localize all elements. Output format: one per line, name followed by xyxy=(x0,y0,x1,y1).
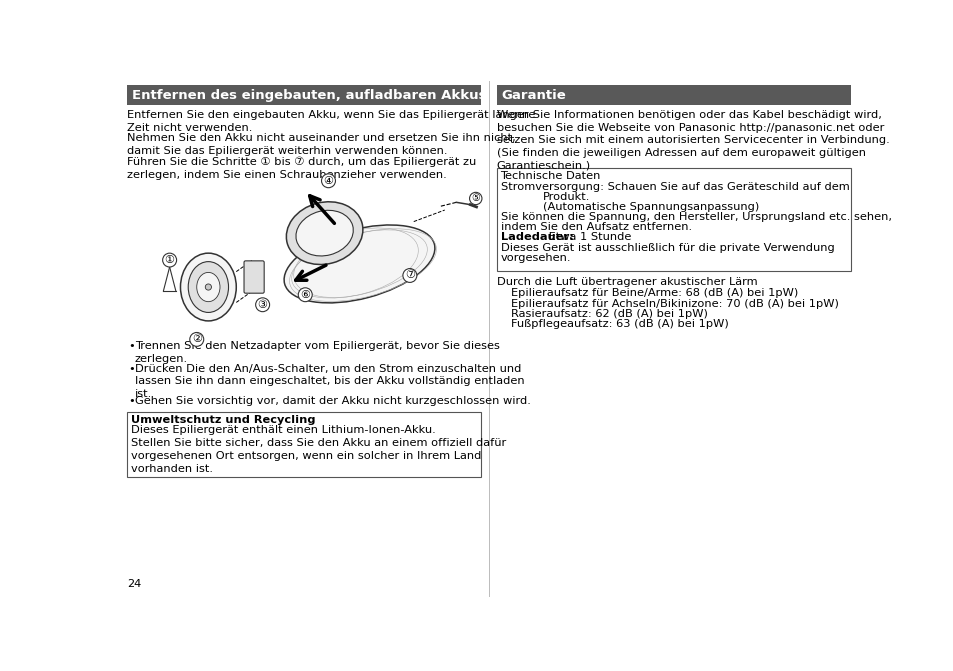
Text: Führen Sie die Schritte ① bis ⑦ durch, um das Epiliergerät zu
zerlegen, indem Si: Führen Sie die Schritte ① bis ⑦ durch, u… xyxy=(127,156,476,180)
Text: Epilieraufsatz für Achseln/Bikinizone: 70 (dB (A) bei 1pW): Epilieraufsatz für Achseln/Bikinizone: 7… xyxy=(510,299,838,309)
FancyBboxPatch shape xyxy=(497,85,850,105)
FancyBboxPatch shape xyxy=(127,412,480,476)
Text: Entfernen Sie den eingebauten Akku, wenn Sie das Epiliergerät längere
Zeit nicht: Entfernen Sie den eingebauten Akku, wenn… xyxy=(127,110,535,133)
Circle shape xyxy=(469,193,481,205)
Text: Epilieraufsatz für Beine/Arme: 68 (dB (A) bei 1pW): Epilieraufsatz für Beine/Arme: 68 (dB (A… xyxy=(510,289,797,299)
Text: •: • xyxy=(129,364,135,374)
Text: Dieses Gerät ist ausschließlich für die private Verwendung: Dieses Gerät ist ausschließlich für die … xyxy=(500,242,834,252)
Text: ①: ① xyxy=(165,255,174,265)
Text: ②: ② xyxy=(192,334,201,344)
Text: ④: ④ xyxy=(323,176,334,186)
Text: vorgesehen.: vorgesehen. xyxy=(500,253,571,262)
Circle shape xyxy=(298,288,312,302)
Text: Umweltschutz und Recycling: Umweltschutz und Recycling xyxy=(131,415,315,425)
Text: Ladedauer:: Ladedauer: xyxy=(500,232,573,242)
Text: •: • xyxy=(129,397,135,407)
Text: indem Sie den Aufsatz entfernen.: indem Sie den Aufsatz entfernen. xyxy=(500,222,691,232)
FancyBboxPatch shape xyxy=(127,85,480,105)
Ellipse shape xyxy=(284,225,435,303)
Text: Rasieraufsatz: 62 (dB (A) bei 1pW): Rasieraufsatz: 62 (dB (A) bei 1pW) xyxy=(510,309,707,319)
Ellipse shape xyxy=(180,253,236,321)
Circle shape xyxy=(162,253,176,267)
Text: Fußpflegeaufsatz: 63 (dB (A) bei 1pW): Fußpflegeaufsatz: 63 (dB (A) bei 1pW) xyxy=(510,319,727,329)
Ellipse shape xyxy=(286,202,362,264)
Circle shape xyxy=(321,174,335,188)
Text: Sie können die Spannung, den Hersteller, Ursprungsland etc. sehen,: Sie können die Spannung, den Hersteller,… xyxy=(500,212,891,222)
Circle shape xyxy=(402,268,416,282)
FancyBboxPatch shape xyxy=(244,261,264,293)
Circle shape xyxy=(190,332,204,346)
Text: ③: ③ xyxy=(257,300,268,310)
Text: (Automatische Spannungsanpassung): (Automatische Spannungsanpassung) xyxy=(542,202,759,212)
Text: Entfernen des eingebauten, aufladbaren Akkus: Entfernen des eingebauten, aufladbaren A… xyxy=(132,89,486,101)
Text: Durch die Luft übertragener akustischer Lärm: Durch die Luft übertragener akustischer … xyxy=(497,276,757,287)
Text: Dieses Epiliergerät enthält einen Lithium-Ionen-Akku.
Stellen Sie bitte sicher, : Dieses Epiliergerät enthält einen Lithiu… xyxy=(131,425,506,474)
Text: Nehmen Sie den Akku nicht auseinander und ersetzen Sie ihn nicht,
damit Sie das : Nehmen Sie den Akku nicht auseinander un… xyxy=(127,133,516,156)
Text: Garantie: Garantie xyxy=(500,89,565,101)
Ellipse shape xyxy=(188,262,229,313)
Text: Gehen Sie vorsichtig vor, damit der Akku nicht kurzgeschlossen wird.: Gehen Sie vorsichtig vor, damit der Akku… xyxy=(134,397,530,407)
Text: Stromversorgung: Schauen Sie auf das Geräteschild auf dem: Stromversorgung: Schauen Sie auf das Ger… xyxy=(500,182,848,191)
Text: Trennen Sie den Netzadapter vom Epiliergerät, bevor Sie dieses
zerlegen.: Trennen Sie den Netzadapter vom Epilierg… xyxy=(134,341,499,364)
Text: ⑦: ⑦ xyxy=(404,270,415,280)
Circle shape xyxy=(255,298,270,311)
Text: Produkt.: Produkt. xyxy=(542,192,590,202)
Text: Etwa 1 Stunde: Etwa 1 Stunde xyxy=(545,232,631,242)
Ellipse shape xyxy=(196,272,220,302)
Text: Wenn Sie Informationen benötigen oder das Kabel beschädigt wird,
besuchen Sie di: Wenn Sie Informationen benötigen oder da… xyxy=(497,110,888,171)
Text: •: • xyxy=(129,341,135,351)
Text: ⑥: ⑥ xyxy=(300,290,310,300)
Ellipse shape xyxy=(295,210,353,256)
Text: 24: 24 xyxy=(127,578,141,588)
Text: Technische Daten: Technische Daten xyxy=(500,171,600,181)
FancyBboxPatch shape xyxy=(497,168,850,270)
Text: Drücken Die den An/Aus-Schalter, um den Strom einzuschalten und
lassen Sie ihn d: Drücken Die den An/Aus-Schalter, um den … xyxy=(134,364,524,399)
Circle shape xyxy=(205,284,212,290)
Text: ⑤: ⑤ xyxy=(471,193,479,203)
